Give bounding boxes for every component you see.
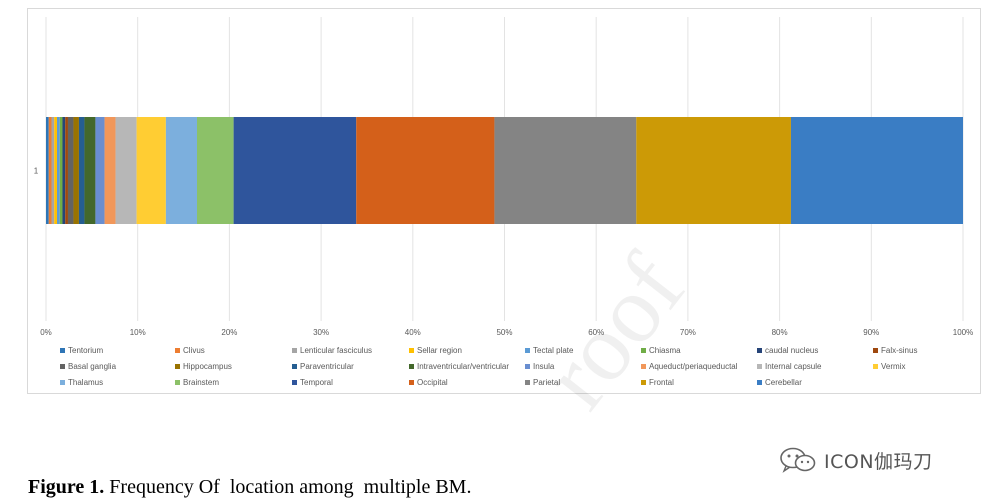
legend-label: Thalamus <box>68 378 103 387</box>
legend-label: Parietal <box>533 378 560 387</box>
legend-swatch <box>757 348 762 353</box>
legend-label: Frontal <box>649 378 674 387</box>
legend-swatch <box>409 380 414 385</box>
legend-label: Lenticular fasciculus <box>300 346 372 355</box>
legend-label: Paraventricular <box>300 362 354 371</box>
x-tick-label: 30% <box>313 328 329 337</box>
figure-caption-text: Frequency Of location among multiple BM. <box>104 476 472 498</box>
legend-swatch <box>525 380 530 385</box>
x-tick-label: 60% <box>588 328 604 337</box>
category-labels: 1 <box>34 167 39 176</box>
stacked-bar-chart: 0% 10% 20% 30% 40% 50% 60% 70% 80% 90% 100% 1 Tent… <box>34 17 973 387</box>
bar-segment <box>67 117 74 224</box>
bar-segment <box>636 117 791 224</box>
x-tick-label: 80% <box>772 328 788 337</box>
legend-label: Intraventricular/ventricular <box>417 362 509 371</box>
legend-label: Clivus <box>183 346 205 355</box>
figure-caption: Figure 1. Frequency Of location among mu… <box>28 476 471 499</box>
legend-swatch <box>757 364 762 369</box>
bar-segment <box>494 117 637 224</box>
bar-segment <box>73 117 79 224</box>
legend-label: Temporal <box>300 378 333 387</box>
legend-swatch <box>525 348 530 353</box>
legend: Tentorium Clivus Lenticular fasciculus Sell… <box>60 346 917 387</box>
bar-segments <box>46 117 963 224</box>
legend-label: Sellar region <box>417 346 462 355</box>
legend-swatch <box>292 380 297 385</box>
watermark-text: ICON伽玛刀 <box>824 450 933 473</box>
bar-segment <box>78 117 85 224</box>
legend-label: Falx-sinus <box>881 346 917 355</box>
legend-swatch <box>641 364 646 369</box>
bar-segment <box>59 117 63 224</box>
bar-segment <box>62 117 66 224</box>
legend-label: Hippocampus <box>183 362 232 371</box>
bar-segment <box>197 117 234 224</box>
x-tick-label: 50% <box>496 328 512 337</box>
bar-segment <box>790 117 963 224</box>
legend-label: Basal ganglia <box>68 362 117 371</box>
legend-swatch <box>292 348 297 353</box>
legend-label: caudal nucleus <box>765 346 818 355</box>
wechat-watermark: ICON伽玛刀 <box>778 444 933 476</box>
bar-segment <box>51 117 55 224</box>
bar-segment <box>54 117 57 224</box>
bar-segment <box>356 117 495 224</box>
bar-segment <box>136 117 166 224</box>
legend-label: Brainstem <box>183 378 219 387</box>
legend-swatch <box>641 380 646 385</box>
legend-label: Occipital <box>417 378 448 387</box>
bar-segment <box>56 117 60 224</box>
x-tick-label: 0% <box>40 328 52 337</box>
legend-swatch <box>60 348 65 353</box>
legend-label: Aqueduct/periaqueductal <box>649 362 738 371</box>
x-tick-label: 20% <box>221 328 237 337</box>
bar-segment <box>115 117 137 224</box>
legend-label: Cerebellar <box>765 378 802 387</box>
bar-segment <box>65 117 68 224</box>
x-tick-label: 90% <box>863 328 879 337</box>
legend-label: Insula <box>533 362 555 371</box>
legend-swatch <box>175 380 180 385</box>
legend-swatch <box>641 348 646 353</box>
chart-frame: 0% 10% 20% 30% 40% 50% 60% 70% 80% 90% 100% 1 Tent… <box>27 8 981 394</box>
legend-swatch <box>175 364 180 369</box>
bar-segment <box>233 117 357 224</box>
legend-swatch <box>409 348 414 353</box>
x-tick-label: 100% <box>953 328 973 337</box>
category-label: 1 <box>34 167 39 176</box>
bar-segment <box>48 117 52 224</box>
legend-label: Vermix <box>881 362 905 371</box>
legend-swatch <box>292 364 297 369</box>
legend-label: Chiasma <box>649 346 681 355</box>
bar-segment <box>84 117 96 224</box>
legend-label: Tentorium <box>68 346 103 355</box>
bar-segment <box>95 117 105 224</box>
legend-label: Tectal plate <box>533 346 574 355</box>
legend-swatch <box>873 364 878 369</box>
bar-segment <box>104 117 116 224</box>
wechat-logo-icon <box>780 447 816 473</box>
x-tick-label: 10% <box>130 328 146 337</box>
legend-swatch <box>409 364 414 369</box>
legend-swatch <box>757 380 762 385</box>
legend-swatch <box>60 364 65 369</box>
bar-segment <box>165 117 198 224</box>
legend-label: Internal capsule <box>765 362 822 371</box>
x-tick-label: 70% <box>680 328 696 337</box>
legend-swatch <box>873 348 878 353</box>
x-tick-labels: 0% 10% 20% 30% 40% 50% 60% 70% 80% 90% 100% <box>40 328 973 337</box>
x-tick-label: 40% <box>405 328 421 337</box>
bar-segment <box>46 117 49 224</box>
legend-swatch <box>525 364 530 369</box>
legend-swatch <box>175 348 180 353</box>
legend-swatch <box>60 380 65 385</box>
figure-label: Figure 1. <box>28 476 105 498</box>
